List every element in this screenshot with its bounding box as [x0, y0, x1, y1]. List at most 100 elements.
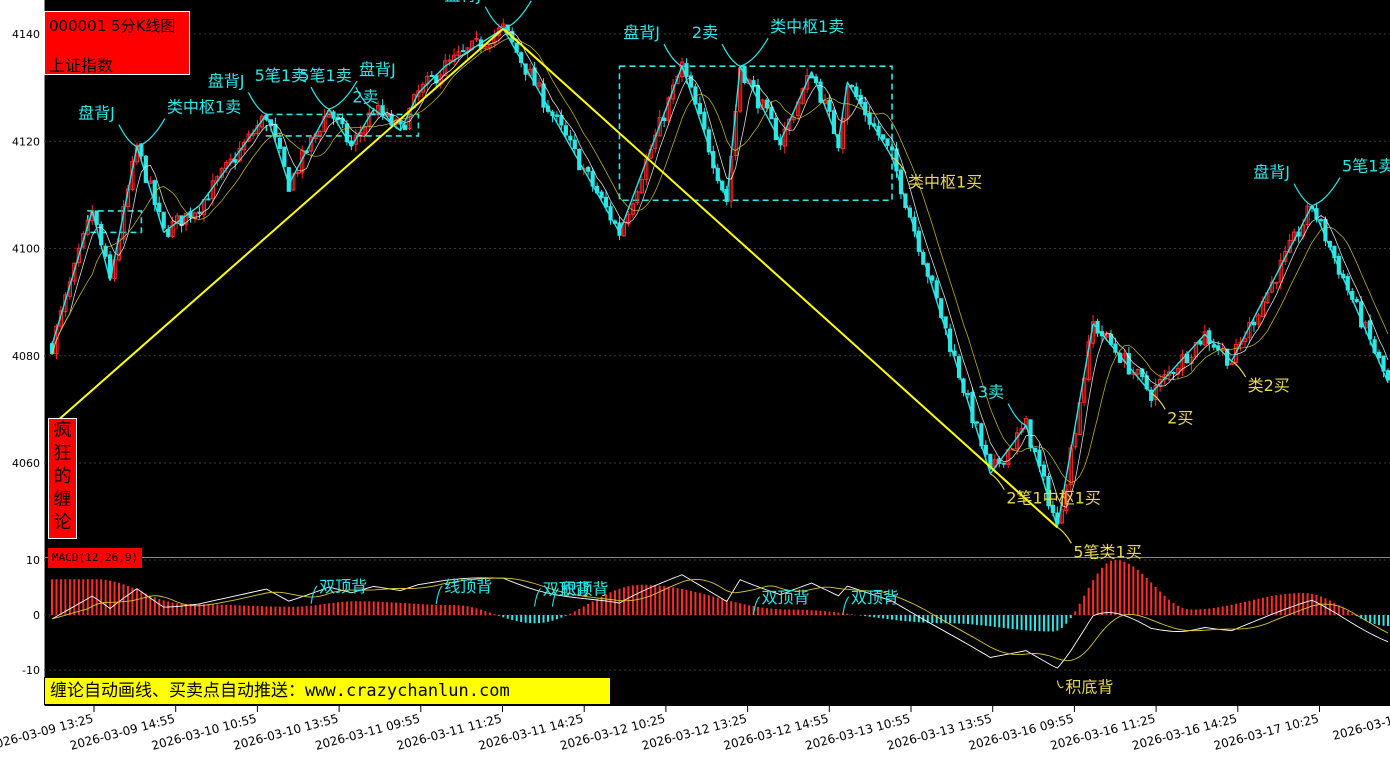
annotation-label: 3卖: [978, 382, 1004, 401]
candle-body: [1376, 351, 1382, 359]
chart-title-box: 000001 5分K线图 上证指数: [44, 11, 190, 75]
side-label-box: 疯 狂 的 缠 论: [48, 418, 77, 539]
bi-stroke: [779, 71, 813, 142]
bi-stroke: [265, 114, 290, 185]
candle-body: [568, 135, 573, 141]
candle-body: [1171, 371, 1176, 375]
candle-body: [657, 117, 662, 137]
segment-line: [502, 27, 1059, 529]
bi-stroke: [444, 28, 504, 67]
bi-stroke: [846, 81, 893, 158]
macd-annotation-label: 积底背: [1065, 678, 1113, 697]
macd-y-tick-label: 0: [33, 609, 40, 622]
bi-stroke: [989, 425, 1027, 475]
bi-stroke: [810, 71, 840, 142]
candle-body: [827, 99, 832, 112]
candle-body: [1166, 371, 1172, 377]
candle-body: [460, 50, 466, 53]
segment-layer: [51, 27, 1059, 529]
candle-body: [1064, 484, 1069, 512]
bi-stroke: [502, 28, 621, 233]
candle-body: [1278, 259, 1283, 283]
candle-body: [326, 110, 332, 118]
bi-stroke: [1230, 205, 1313, 362]
macd-annotation-label: 线顶背: [444, 577, 492, 596]
center-box: [86, 210, 143, 234]
candle-body: [1059, 509, 1064, 524]
macd-annotation-arrow: [534, 588, 541, 607]
candle-body: [398, 120, 403, 125]
candle-body: [1140, 368, 1145, 378]
candle-body: [599, 191, 604, 199]
candle-body: [831, 110, 837, 134]
candle-body: [666, 97, 671, 121]
annotation-label: 类中枢1买: [908, 172, 982, 191]
candle-body: [934, 280, 939, 299]
macd-annotation-label: 双顶背: [851, 588, 899, 607]
candle-body: [572, 139, 577, 150]
candle-body: [76, 247, 81, 264]
candle-body: [170, 221, 175, 237]
annotation-label: 2卖: [352, 88, 378, 107]
candle-body: [340, 117, 345, 125]
candle-body: [1023, 417, 1029, 430]
annotation-label: 5笔类1买: [1073, 542, 1141, 561]
candle-body: [805, 75, 810, 90]
candle-body: [702, 111, 707, 130]
candle-body: [697, 103, 702, 115]
annotation-label: 2买: [1167, 408, 1193, 427]
candle-body: [1202, 331, 1207, 346]
annotation-arrow: [1293, 183, 1313, 207]
candle-body: [1041, 464, 1047, 477]
candle-body: [1211, 344, 1216, 348]
macd-dea-line: [51, 577, 1389, 662]
annotation-arrow: [247, 92, 267, 115]
candle-body: [452, 54, 457, 62]
macd-annotation-arrow: [551, 588, 559, 607]
candle-body: [983, 444, 988, 455]
bi-stroke: [198, 114, 268, 207]
y-tick-label: 4060: [12, 457, 40, 470]
candle-body: [1135, 368, 1140, 375]
bi-stroke: [350, 108, 375, 147]
grid-layer: [44, 33, 1390, 671]
bi-stroke: [91, 210, 111, 281]
annotation-layer: 盘背J类中枢1卖盘背J5笔1卖盘背J5笔1卖2卖盘背J7笔1中枢1卖盘背J2卖类…: [78, 0, 1390, 561]
candle-body: [1037, 449, 1042, 467]
bi-stroke: [1150, 333, 1206, 394]
side-label-char: 论: [53, 512, 72, 533]
macd-annotation-arrow: [310, 585, 318, 604]
bi-stroke: [1311, 205, 1389, 383]
candle-body: [1359, 301, 1364, 328]
candle-body: [626, 214, 631, 225]
candle-body: [885, 138, 890, 146]
bi-stroke: [618, 65, 683, 233]
candle-body: [197, 211, 202, 214]
annotation-arrow: [1311, 177, 1341, 207]
candle-body: [764, 99, 770, 109]
candle-body: [1318, 219, 1324, 222]
candle-body: [635, 191, 640, 204]
candle-body: [277, 137, 282, 149]
candle-body: [474, 37, 479, 41]
candle-body: [554, 114, 560, 117]
annotation-arrow: [1231, 360, 1247, 378]
bi-stroke: [726, 66, 741, 201]
annotation-label: 类中枢1卖: [167, 98, 241, 117]
candle-body: [233, 159, 238, 163]
candle-body: [483, 45, 488, 50]
candle-body: [157, 202, 162, 213]
candle-body: [782, 128, 787, 147]
candle-body: [1198, 340, 1203, 345]
annotation-label: 盘背J: [1253, 163, 1290, 182]
annotation-label: 盘背J: [208, 71, 245, 90]
candle-body: [603, 196, 609, 208]
macd-annotation-arrow: [1056, 680, 1064, 689]
promo-banner: 缠论自动画线、买卖点自动推送：www.crazychanlun.com: [44, 677, 611, 705]
candle-body: [1153, 385, 1158, 400]
candle-body: [670, 84, 676, 100]
bi-stroke: [328, 108, 352, 147]
annotation-arrow: [990, 473, 1005, 491]
